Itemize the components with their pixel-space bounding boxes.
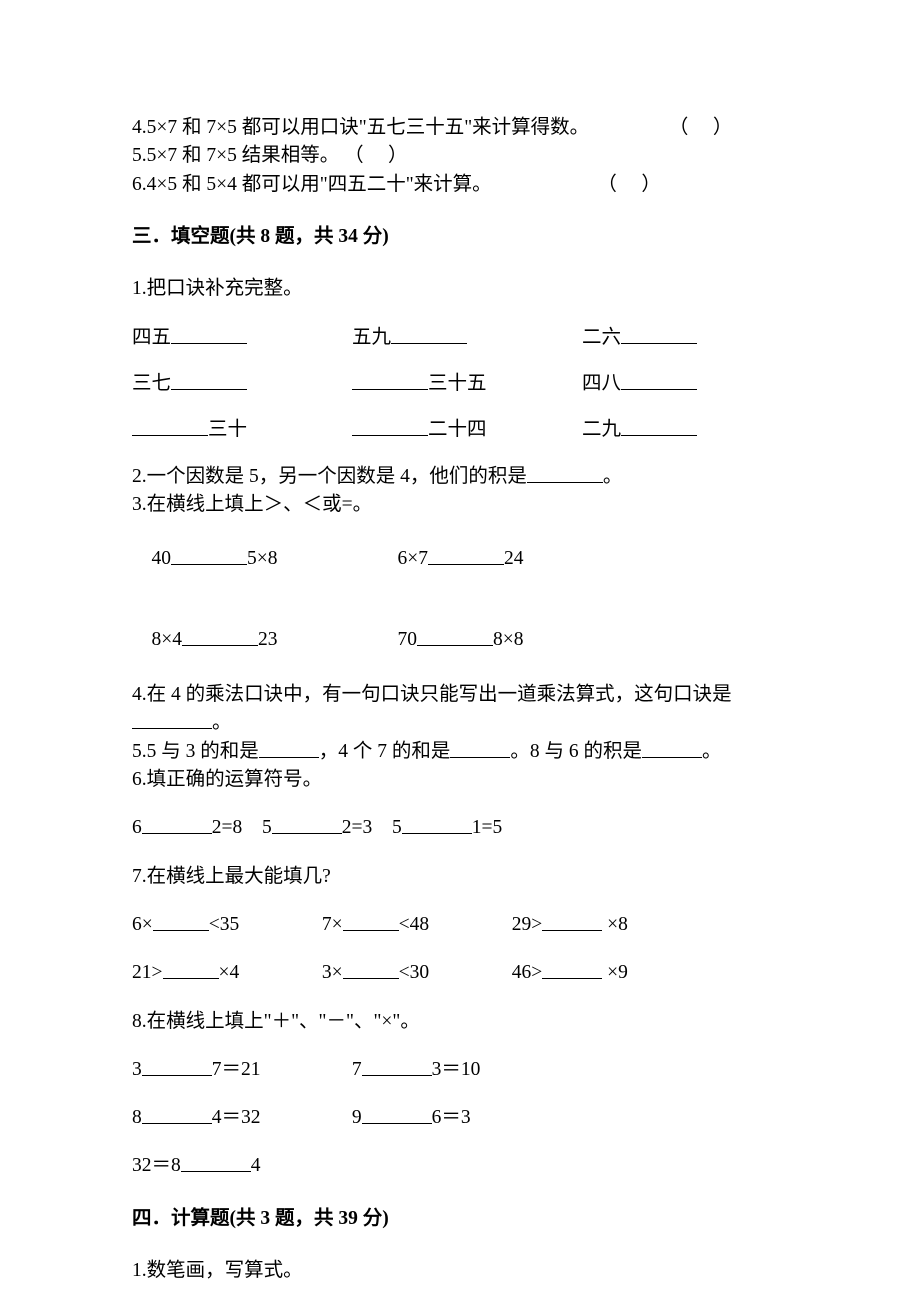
paren-6: （ ） (597, 172, 660, 198)
q8-row-1: 37＝21 73＝10 (132, 1057, 790, 1083)
q1-r3-b: 二十四 (352, 417, 582, 443)
carryover-line-5: 5.5×7 和 7×5 结果相等。 （ ） (132, 143, 790, 169)
q7-row-2: 21>×4 3×<30 46> ×9 (132, 960, 790, 986)
paren-4: （ ） (669, 115, 732, 141)
blank-field[interactable] (171, 371, 247, 390)
blank-field[interactable] (542, 961, 602, 980)
blank-field[interactable] (163, 961, 219, 980)
paren-5: （ ） (344, 143, 407, 169)
q1-row-2: 三七 三十五 四八 (132, 371, 790, 397)
blank-field[interactable] (391, 325, 467, 344)
blank-field[interactable] (542, 912, 602, 931)
q3-title: 3.在横线上填上＞、＜或=。 (132, 492, 790, 518)
carryover-line-4: 4.5×7 和 7×5 都可以用口诀"五七三十五"来计算得数。 （ ） (132, 115, 790, 141)
q1-row-3: 三十 二十四 二九 (132, 417, 790, 443)
blank-field[interactable] (428, 547, 504, 566)
blank-field[interactable] (642, 739, 702, 758)
q1-r2-a: 三七 (132, 371, 352, 397)
q8-row-2: 84＝32 96＝3 (132, 1105, 790, 1131)
blank-field[interactable] (182, 628, 258, 647)
q6-title: 6.填正确的运算符号。 (132, 767, 790, 793)
q1-r1-b: 五九 (352, 325, 582, 351)
blank-field[interactable] (343, 961, 399, 980)
blank-field[interactable] (153, 912, 209, 931)
judge-item-5: 5.5×7 和 7×5 结果相等。 (132, 145, 339, 166)
blank-field[interactable] (352, 371, 428, 390)
section-4-header: 四．计算题(共 3 题，共 39 分) (132, 1206, 790, 1232)
blank-field[interactable] (362, 1057, 432, 1076)
judge-item-6: 6.4×5 和 5×4 都可以用"四五二十"来计算。 (132, 174, 492, 195)
q8-row-3: 32＝84 (132, 1153, 790, 1179)
q1-title: 1.把口诀补充完整。 (132, 276, 790, 302)
blank-field[interactable] (142, 816, 212, 835)
q7-row-1: 6×<35 7×<48 29> ×8 (132, 912, 790, 938)
carryover-line-6: 6.4×5 和 5×4 都可以用"四五二十"来计算。 （ ） (132, 172, 790, 198)
q1-r3-c: 二九 (582, 417, 697, 443)
page-content: 4.5×7 和 7×5 都可以用口诀"五七三十五"来计算得数。 （ ） 5.5×… (0, 0, 920, 1284)
blank-field[interactable] (142, 1106, 212, 1125)
blank-field[interactable] (181, 1154, 251, 1173)
s4-q1-title: 1.数笔画，写算式。 (132, 1258, 790, 1284)
blank-field[interactable] (362, 1106, 432, 1125)
q8-title: 8.在横线上填上"＋"、"－"、"×"。 (132, 1009, 790, 1035)
blank-field[interactable] (417, 628, 493, 647)
blank-field[interactable] (132, 418, 208, 437)
blank-field[interactable] (527, 464, 603, 483)
q1-r2-c: 四八 (582, 371, 697, 397)
blank-field[interactable] (450, 739, 510, 758)
blank-field[interactable] (352, 418, 428, 437)
q3-line-1: 405×86×724 (132, 520, 790, 599)
blank-field[interactable] (259, 739, 319, 758)
q4-blank-line: 。 (132, 710, 790, 736)
blank-field[interactable] (171, 547, 247, 566)
blank-field[interactable] (621, 371, 697, 390)
q7-title: 7.在横线上最大能填几? (132, 864, 790, 890)
q5-line: 5.5 与 3 的和是，4 个 7 的和是。8 与 6 的积是。 (132, 739, 790, 765)
blank-field[interactable] (402, 816, 472, 835)
blank-field[interactable] (142, 1057, 212, 1076)
q1-r2-b: 三十五 (352, 371, 582, 397)
q4-pre: 4.在 4 的乘法口诀中，有一句口诀只能写出一道乘法算式，这句口诀是 (132, 682, 790, 708)
blank-field[interactable] (132, 711, 212, 730)
judge-item-4: 4.5×7 和 7×5 都可以用口诀"五七三十五"来计算得数。 (132, 117, 589, 138)
blank-field[interactable] (621, 418, 697, 437)
q1-r1-c: 二六 (582, 325, 697, 351)
blank-field[interactable] (621, 325, 697, 344)
blank-field[interactable] (171, 325, 247, 344)
q1-r3-a: 三十 (132, 417, 352, 443)
q2-line: 2.一个因数是 5，另一个因数是 4，他们的积是。 (132, 464, 790, 490)
blank-field[interactable] (343, 912, 399, 931)
section-3-header: 三．填空题(共 8 题，共 34 分) (132, 224, 790, 250)
q1-row-1: 四五 五九 二六 (132, 325, 790, 351)
q6-line: 62=8 52=3 51=5 (132, 815, 790, 841)
blank-field[interactable] (272, 816, 342, 835)
q1-r1-a: 四五 (132, 325, 352, 351)
q3-line-2: 8×423708×8 (132, 601, 790, 680)
